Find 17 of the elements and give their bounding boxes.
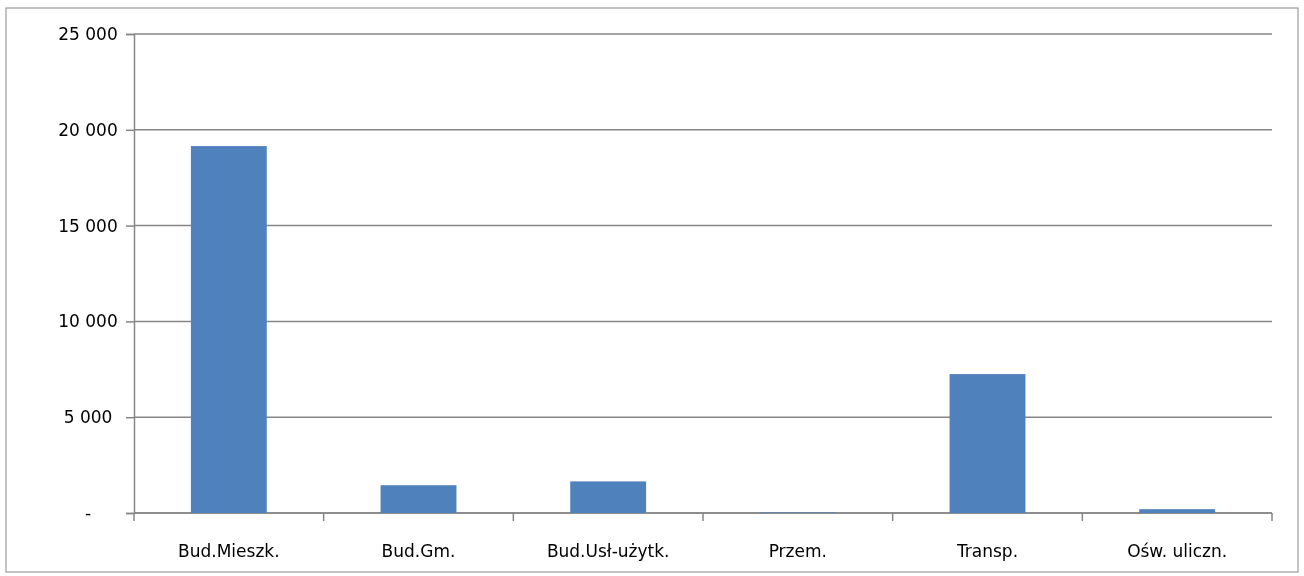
y-tick-label: 15 000 [58,215,118,236]
y-tick-label: 20 000 [58,119,118,140]
bar [190,146,267,513]
x-tick-label: Bud.Usł-użytk. [546,541,670,561]
y-tick-label: 5 000 [63,407,113,428]
y-tick-label: 25 000 [58,23,118,44]
x-tick-label: Ośw. uliczn. [1127,541,1228,561]
y-tick-label: - [84,502,92,523]
x-tick-label: Bud.Gm. [381,541,456,561]
y-tick-label: 10 000 [58,311,118,332]
bar [949,374,1026,513]
bar [570,481,647,513]
bar [1139,509,1216,513]
bar [380,485,457,513]
x-tick-label: Przem. [768,541,827,561]
x-tick-label: Bud.Mieszk. [178,541,280,561]
x-tick-label: Transp. [955,541,1019,561]
